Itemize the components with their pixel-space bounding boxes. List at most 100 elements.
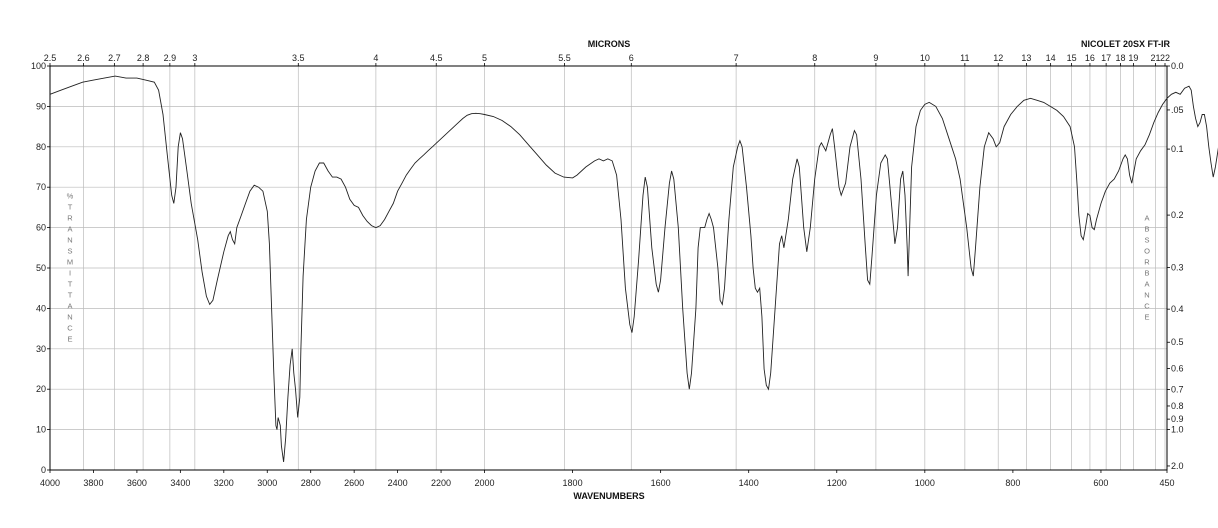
absorbance-tick-label: 1.0: [1171, 425, 1184, 435]
axis-title-letter: A: [1144, 280, 1149, 289]
axis-title-letter: O: [1144, 247, 1150, 256]
x-tick-label: 600: [1093, 478, 1108, 488]
y-tick-label: 20: [36, 384, 46, 394]
axis-title-letter: R: [67, 214, 73, 223]
x-tick-label: 4000: [40, 478, 60, 488]
micron-tick-label: 16: [1085, 53, 1095, 63]
grid-lines: [49, 65, 1167, 471]
y-tick-label: 0: [41, 465, 46, 475]
x-tick-label: 1400: [739, 478, 759, 488]
plot-frame: [49, 65, 1168, 471]
axis-title-letter: A: [1144, 214, 1149, 223]
spectrum-line: [49, 75, 1218, 462]
x-tick-label: 3800: [83, 478, 103, 488]
absorbance-tick-label: 0.3: [1171, 263, 1184, 273]
axis-title-letter: B: [1144, 225, 1149, 234]
axis-title-letter: M: [67, 258, 73, 267]
x-tick-label: 3600: [127, 478, 147, 488]
axis-title-letter: T: [68, 280, 73, 289]
axis-title-letter: E: [1144, 313, 1149, 322]
micron-tick-label: 10: [920, 53, 930, 63]
micron-tick-label: 4.5: [430, 53, 443, 63]
micron-tick-label: 2.6: [77, 53, 90, 63]
axis-title-letter: S: [67, 247, 72, 256]
absorbance-tick-label: 0.2: [1171, 210, 1184, 220]
micron-tick-label: 3: [192, 53, 197, 63]
micron-tick-label: 18: [1116, 53, 1126, 63]
x-tick-label: 450: [1159, 478, 1174, 488]
x-tick-label: 800: [1005, 478, 1020, 488]
axis-title-letter: C: [67, 324, 73, 333]
axis-title-letter: N: [1144, 291, 1149, 300]
x-tick-label: 3000: [257, 478, 277, 488]
instrument-label: NICOLET 20SX FT-IR: [1081, 39, 1171, 49]
y-tick-label: 90: [36, 101, 46, 111]
absorbance-tick-label: 0.1: [1171, 144, 1184, 154]
absorbance-tick-label: 0.7: [1171, 384, 1184, 394]
axis-title-letter: %: [67, 192, 74, 201]
axis-title-letter: A: [67, 225, 72, 234]
axis-title-letter: T: [68, 203, 73, 212]
micron-tick-label: 21: [1150, 53, 1160, 63]
axis-title-letter: S: [1144, 236, 1149, 245]
y-tick-label: 50: [36, 263, 46, 273]
micron-tick-label: 3.5: [292, 53, 305, 63]
micron-tick-label: 11: [960, 53, 969, 63]
absorbance-tick-label: 0.6: [1171, 364, 1184, 374]
x-tick-label: 1800: [563, 478, 583, 488]
micron-tick-label: 8: [812, 53, 817, 63]
micron-tick-label: 2.5: [44, 53, 57, 63]
y-tick-label: 10: [36, 425, 46, 435]
micron-tick-label: 19: [1128, 53, 1138, 63]
absorbance-tick-label: 0.5: [1171, 337, 1184, 347]
x-tick-label: 2200: [431, 478, 451, 488]
micron-tick-label: 14: [1046, 53, 1056, 63]
y-tick-label: 80: [36, 142, 46, 152]
axis-title-letter: E: [67, 335, 72, 344]
micron-tick-label: 12: [993, 53, 1003, 63]
micron-tick-label: 2.8: [137, 53, 150, 63]
top-axis-title: MICRONS: [588, 39, 631, 49]
axis-title-letter: T: [68, 291, 73, 300]
x-tick-label: 1200: [827, 478, 847, 488]
micron-tick-label: 13: [1021, 53, 1031, 63]
micron-tick-label: 9: [873, 53, 878, 63]
absorbance-tick-label: 0.0: [1171, 61, 1184, 71]
micron-tick-label: 6: [629, 53, 634, 63]
micron-tick-label: 5: [482, 53, 487, 63]
axis-title-letter: I: [69, 269, 71, 278]
micron-tick-label: 7: [734, 53, 739, 63]
x-tick-label: 2400: [388, 478, 408, 488]
axis-title-letter: B: [1144, 269, 1149, 278]
absorbance-tick-label: .05: [1171, 105, 1184, 115]
y-tick-label: 100: [31, 61, 46, 71]
absorbance-tick-label: 0.9: [1171, 414, 1184, 424]
axis-title-letter: N: [67, 313, 72, 322]
x-tick-label: 2600: [344, 478, 364, 488]
micron-tick-label: 2.7: [108, 53, 121, 63]
axis-title-letter: N: [67, 236, 72, 245]
x-tick-label: 3400: [170, 478, 190, 488]
x-tick-label: 1600: [651, 478, 671, 488]
micron-tick-label: 4: [373, 53, 378, 63]
bottom-axis-title: WAVENUMBERS: [573, 491, 644, 501]
micron-tick-label: 17: [1101, 53, 1111, 63]
x-tick-label: 3200: [214, 478, 234, 488]
micron-tick-label: 5.5: [558, 53, 571, 63]
y-tick-label: 30: [36, 344, 46, 354]
micron-tick-label: 2.9: [164, 53, 177, 63]
axis-title-letter: C: [1144, 302, 1150, 311]
y-tick-label: 70: [36, 182, 46, 192]
micron-tick-label: 22: [1160, 53, 1170, 63]
x-tick-label: 2000: [474, 478, 494, 488]
absorbance-tick-label: 0.8: [1171, 401, 1184, 411]
y-tick-label: 40: [36, 303, 46, 313]
axis-title-letter: A: [67, 302, 72, 311]
x-tick-label: 1000: [915, 478, 935, 488]
y-tick-label: 60: [36, 223, 46, 233]
micron-tick-label: 15: [1067, 53, 1077, 63]
absorbance-tick-label: 0.4: [1171, 304, 1184, 314]
